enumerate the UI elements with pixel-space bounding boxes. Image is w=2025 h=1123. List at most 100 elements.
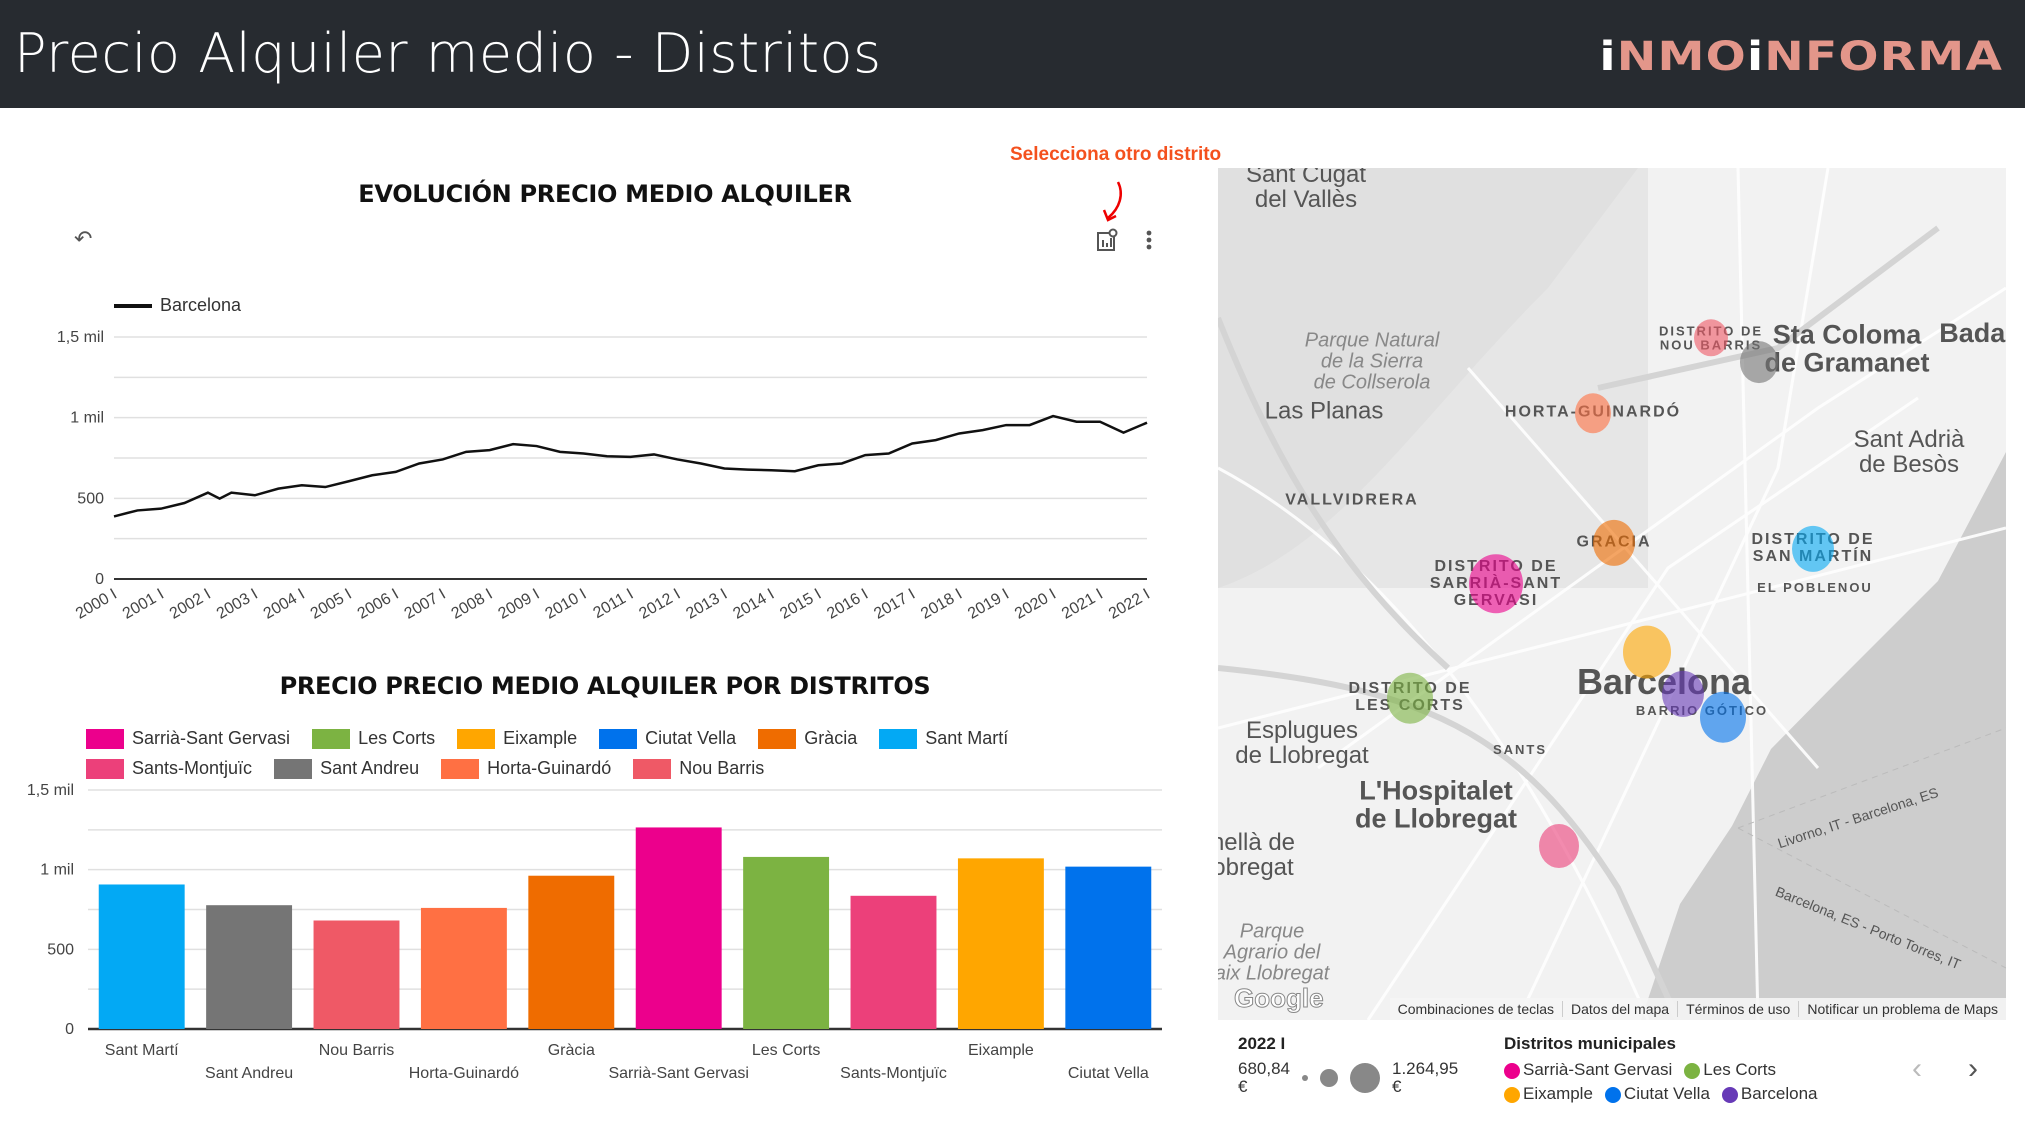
bar-legend-item[interactable]: Ciutat Vella [599, 728, 736, 749]
map-place-label: Parque Agrario del aix Llobregat [1218, 920, 1330, 985]
x-tick-label: 2002 I [167, 586, 214, 623]
bar-legend-item[interactable]: Gràcia [758, 728, 857, 749]
bar-eixample[interactable] [957, 858, 1044, 1029]
color-legend-item[interactable]: Sarrià-Sant Gervasi [1504, 1060, 1672, 1080]
google-logo: Google [1234, 983, 1325, 1014]
map-place-label: Esplugues de Llobregat [1235, 716, 1369, 769]
bar-ciutat-vella[interactable] [1065, 866, 1152, 1029]
terms-link[interactable]: Términos de uso [1677, 1001, 1798, 1017]
legend-swatch [114, 303, 152, 308]
district-map[interactable]: Sant Cugat del Vallès Parque Natural de l… [1218, 168, 2006, 1020]
bar-sant-mart-[interactable] [98, 884, 185, 1029]
header-bar: Precio Alquiler medio - Distritos iNMOiN… [0, 0, 2025, 108]
y-tick-label: 0 [65, 1021, 74, 1038]
x-tick-label: 2000 I [73, 586, 120, 623]
color-legend-item[interactable]: Ciutat Vella [1604, 1084, 1710, 1104]
bar-horta-guinard-[interactable] [420, 907, 507, 1029]
bar-les-corts[interactable] [743, 856, 830, 1029]
legend-dot [1604, 1086, 1621, 1103]
map-place-label: SANTS [1492, 742, 1548, 758]
x-category-label: Sant Andreu [205, 1065, 293, 1082]
legend-swatch [633, 758, 672, 779]
barcelona-series-line [113, 414, 1148, 518]
legend-prev-button[interactable]: ‹ [1912, 1052, 1922, 1085]
bar-legend-item[interactable]: Les Corts [312, 728, 435, 749]
map-bubble-nou-barris[interactable] [1694, 319, 1728, 357]
x-tick-label: 2022 I [1106, 586, 1153, 623]
bar-legend-item[interactable]: Eixample [457, 728, 577, 749]
size-medium-dot [1320, 1068, 1338, 1087]
color-legend-item[interactable]: Eixample [1504, 1084, 1593, 1104]
keyboard-shortcuts-link[interactable]: Combinaciones de teclas [1397, 1001, 1554, 1017]
bar-sants-montju-c[interactable] [850, 895, 937, 1029]
map-bubble-sant-mart-[interactable] [1792, 525, 1834, 573]
map-place-label: Las Planas [1264, 397, 1384, 425]
more-vert-icon[interactable] [1144, 229, 1154, 251]
bar-legend-item[interactable]: Sant Andreu [274, 758, 419, 779]
bar-sarri-sant-gervasi[interactable] [635, 827, 722, 1029]
chart-settings-icon[interactable] [1096, 228, 1118, 252]
bar-legend-item[interactable]: Nou Barris [633, 758, 764, 779]
color-legend-item[interactable]: Les Corts [1684, 1060, 1776, 1080]
x-tick-label: 2001 I [120, 586, 167, 623]
map-footer: Combinaciones de teclas Datos del mapa T… [1389, 998, 2006, 1020]
map-place-label: EL POBLENOU [1757, 580, 1873, 596]
map-bubble-sants-montju-c[interactable] [1539, 824, 1579, 868]
x-tick-label: 2020 I [1012, 586, 1059, 623]
color-legend: Distritos municipales Sarrià-Sant Gervas… [1504, 1034, 1834, 1104]
size-large-dot [1350, 1062, 1380, 1093]
map-bubble-gr-cia[interactable] [1593, 519, 1635, 567]
y-tick-label: 500 [47, 941, 74, 958]
map-data-link[interactable]: Datos del mapa [1562, 1001, 1677, 1017]
x-tick-label: 2009 I [496, 586, 543, 623]
y-tick-label: 0 [95, 571, 104, 588]
bar-gr-cia[interactable] [528, 875, 615, 1029]
bar-legend-item[interactable]: Horta-Guinardó [441, 758, 611, 779]
map-bubble-sant-andreu[interactable] [1740, 341, 1778, 383]
bar-legend-item[interactable]: Sarrià-Sant Gervasi [86, 728, 290, 749]
bar-legend-item[interactable]: Sants-Montjuïc [86, 758, 252, 779]
x-tick-label: 2008 I [449, 586, 496, 623]
bar-nou-barris[interactable] [313, 920, 400, 1029]
size-legend-min: 680,84 € [1238, 1059, 1290, 1096]
map-bubble-horta-guinard-[interactable] [1575, 393, 1611, 433]
size-small-dot [1302, 1074, 1308, 1081]
line-chart-title: EVOLUCIÓN PRECIO MEDIO ALQUILER [358, 180, 852, 208]
line-legend-barcelona[interactable]: Barcelona [114, 295, 241, 316]
map-bubble-eixample[interactable] [1623, 625, 1671, 679]
x-tick-label: 2016 I [824, 586, 871, 623]
legend-swatch [441, 758, 480, 779]
x-category-label: Nou Barris [319, 1042, 395, 1059]
legend-swatch [457, 728, 496, 749]
x-category-label: Eixample [968, 1042, 1034, 1059]
bar-legend: Sarrià-Sant Gervasi Les Corts Eixample Ciut… [86, 728, 1106, 779]
select-district-hint: Selecciona otro distrito [1010, 144, 1222, 165]
y-tick-label: 500 [77, 490, 104, 507]
map-place-label: Sant Cugat del Vallès [1245, 168, 1367, 213]
size-legend: 2022 I 680,84 € 1.264,95 € [1238, 1034, 1458, 1096]
map-bubble-barcelona[interactable] [1662, 670, 1704, 718]
bar-legend-item[interactable]: Sant Martí [879, 728, 1008, 749]
map-place-label: Badal [1939, 317, 2006, 348]
size-legend-max: 1.264,95 € [1392, 1059, 1459, 1096]
x-tick-label: 2021 I [1059, 586, 1106, 623]
map-place-label: VALLVIDRERA [1285, 491, 1419, 509]
x-tick-label: 2018 I [918, 586, 965, 623]
bar-chart-title: PRECIO PRECIO MEDIO ALQUILER POR DISTRIT… [279, 672, 931, 700]
color-legend-item[interactable]: Barcelona [1721, 1084, 1817, 1104]
map-bubble-ciutat-vella[interactable] [1700, 691, 1746, 743]
map-bubble-sarri-sant-gervasi[interactable] [1469, 554, 1523, 614]
map-bubble-les-corts[interactable] [1387, 672, 1433, 724]
bar-sant-andreu[interactable] [206, 905, 293, 1029]
x-category-label: Gràcia [548, 1042, 595, 1059]
map-place-label: Sta Coloma de Gramanet [1764, 319, 1930, 378]
x-category-label: Horta-Guinardó [409, 1065, 519, 1082]
undo-icon[interactable]: ↶ [74, 226, 93, 251]
legend-next-button[interactable]: › [1968, 1052, 1978, 1085]
report-problem-link[interactable]: Notificar un problema de Maps [1798, 1001, 2006, 1017]
legend-swatch [879, 728, 918, 749]
legend-swatch [86, 758, 124, 779]
red-arrow-icon [1102, 181, 1122, 222]
x-tick-label: 2015 I [777, 586, 824, 623]
bar-chart: 0 500 1 mil 1,5 mil Sant Martí Sant Andreu Nou… [27, 782, 1162, 1082]
